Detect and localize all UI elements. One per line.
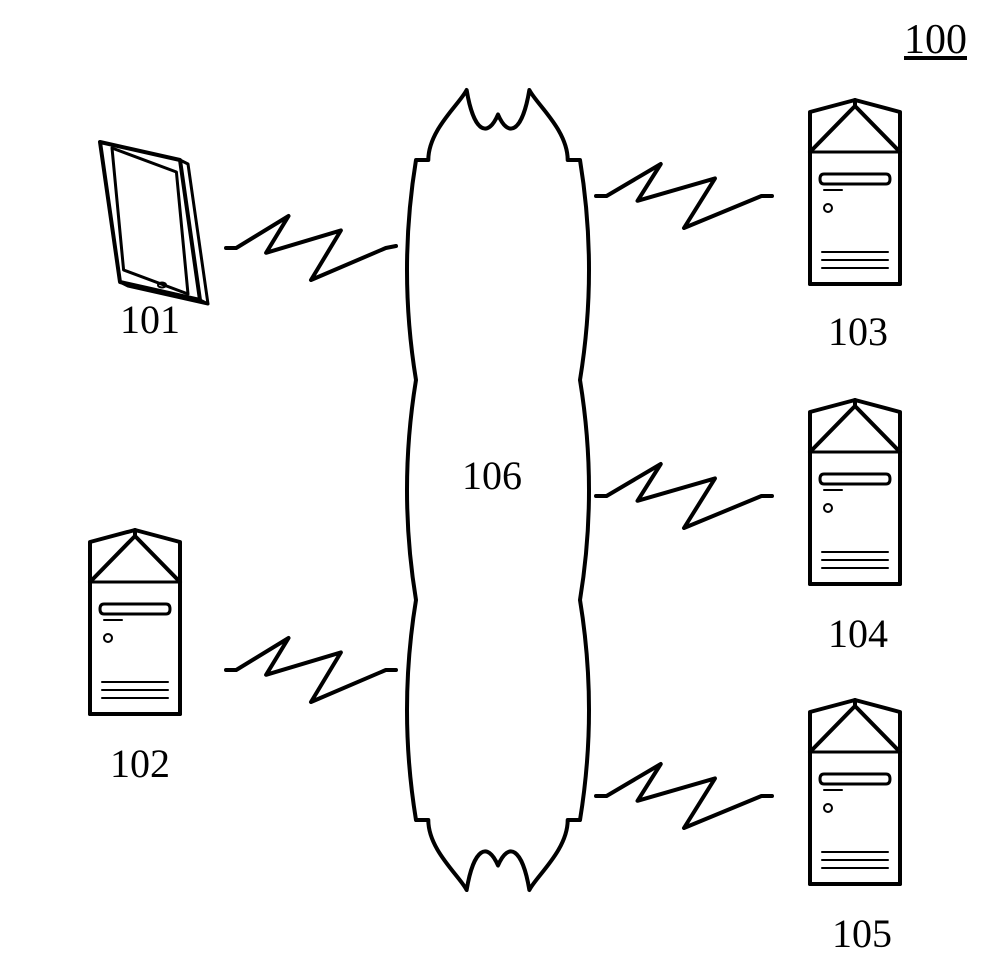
figure-number: 100: [904, 16, 967, 64]
wireless-link-3: [596, 464, 772, 528]
label-102: 102: [110, 740, 170, 787]
wireless-link-1: [226, 638, 396, 702]
server-103: [810, 100, 900, 284]
label-104: 104: [828, 610, 888, 657]
server-102: [90, 530, 180, 714]
label-103: 103: [828, 308, 888, 355]
server-105: [810, 700, 900, 884]
diagram-stage: 100 101 102 103 104 105 106: [0, 0, 1000, 974]
wireless-link-4: [596, 764, 772, 828]
label-101: 101: [120, 296, 180, 343]
label-106: 106: [462, 452, 522, 499]
wireless-link-2: [596, 164, 772, 228]
label-105: 105: [832, 910, 892, 957]
wireless-link-0: [226, 216, 396, 280]
server-104: [810, 400, 900, 584]
